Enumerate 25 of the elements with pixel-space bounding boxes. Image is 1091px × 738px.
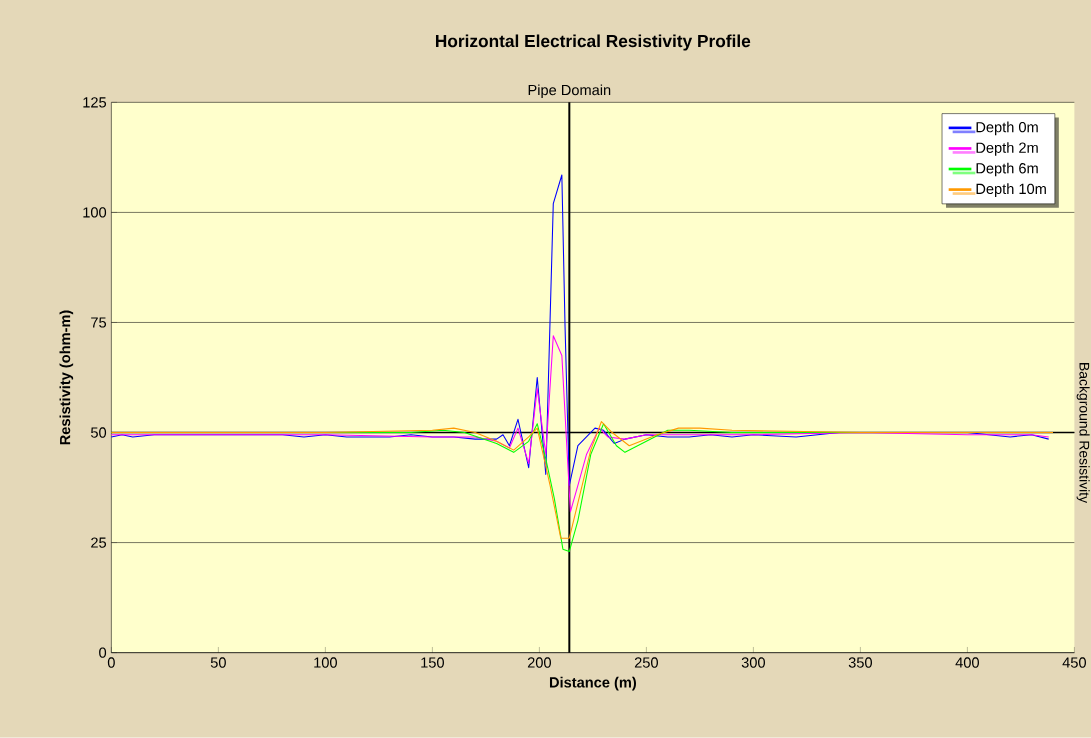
x-axis-title: Distance (m) bbox=[549, 676, 637, 691]
legend-label: Depth 0m bbox=[976, 121, 1038, 136]
x-tick-label: 150 bbox=[421, 657, 444, 668]
x-tick-label: 300 bbox=[741, 657, 765, 668]
y-tick-label: 100 bbox=[83, 207, 107, 218]
y-tick-label: 75 bbox=[91, 317, 107, 328]
legend-label: Depth 2m bbox=[976, 142, 1038, 156]
legend-label: Depth 10m bbox=[976, 183, 1046, 198]
x-tick-label: 250 bbox=[634, 657, 658, 668]
x-tick-label: 350 bbox=[848, 657, 872, 668]
chart-title: Horizontal Electrical Resistivity Profile bbox=[435, 34, 751, 51]
y-tick-label: 25 bbox=[91, 537, 107, 548]
legend-label: Depth 6m bbox=[976, 162, 1038, 177]
x-tick-label: 400 bbox=[955, 657, 979, 668]
y-tick-label: 0 bbox=[99, 647, 107, 658]
y-tick-label: 50 bbox=[90, 427, 107, 438]
y-axis-title: Resistivity (ohm-m) bbox=[59, 310, 74, 445]
ref-line-label: Background Resistivity bbox=[1076, 363, 1090, 504]
x-tick-label: 0 bbox=[107, 657, 115, 668]
x-tick-label: 50 bbox=[210, 657, 226, 668]
x-tick-label: 450 bbox=[1062, 657, 1086, 668]
y-tick-label: 125 bbox=[83, 97, 107, 108]
x-tick-label: 100 bbox=[314, 657, 337, 668]
x-tick-label: 200 bbox=[527, 657, 551, 668]
ref-line-label: Pipe Domain bbox=[528, 84, 611, 99]
